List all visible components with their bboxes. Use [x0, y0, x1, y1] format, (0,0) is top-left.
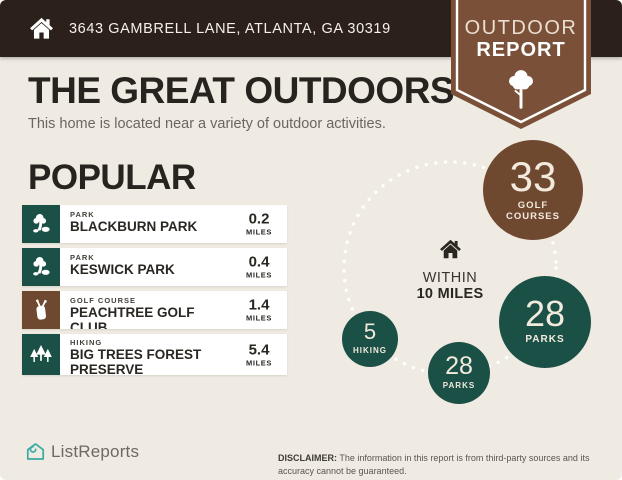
item-distance: 0.4 MILES — [237, 255, 281, 280]
brand-name: ListReports — [51, 441, 140, 461]
item-name: PEACHTREE GOLF CLUB — [70, 305, 195, 329]
property-address: 3643 GAMBRELL LANE, ATLANTA, GA 30319 — [69, 20, 391, 37]
stat-value: 28 — [524, 293, 566, 335]
radius-miles-label: 10 MILES — [416, 286, 484, 302]
brand-logo: ListReports — [25, 441, 139, 462]
distance-value: 1.4 — [248, 296, 270, 314]
stat-bubble-parks-large: 28 PARKS — [499, 276, 591, 368]
home-icon — [30, 17, 53, 39]
disclaimer: DISCLAIMER: The information in this repo… — [278, 452, 616, 477]
tree-icon — [509, 70, 533, 109]
stat-value: 33 — [509, 152, 557, 200]
list-item-keswick-park: PARK KESWICK PARK 0.4 MILES — [22, 248, 287, 286]
stat-bubble-golf-courses: 33 GOLF COURSES — [483, 140, 583, 240]
stat-value: 5 — [363, 319, 377, 345]
item-name: BLACKBURN PARK — [70, 219, 198, 234]
distance-value: 5.4 — [248, 341, 270, 358]
list-item-peachtree-golf-club: GOLF COURSE PEACHTREE GOLF CLUB 1.4 MILE… — [22, 291, 287, 329]
disclaimer-text: The information in this report is from t… — [278, 453, 590, 476]
distance-value: 0.2 — [248, 210, 270, 228]
item-name: BIG TREES FOREST PRESERVE — [70, 347, 202, 375]
pine-trees-icon — [22, 334, 60, 375]
badge-shield-shape — [451, 0, 591, 129]
item-category: HIKING — [70, 338, 103, 347]
item-distance: 5.4 MILES — [237, 342, 281, 367]
item-distance: 1.4 MILES — [237, 298, 281, 323]
distance-unit: MILES — [246, 358, 272, 367]
outdoor-report-badge: OUTDOOR REPORT — [451, 0, 591, 132]
list-item-big-trees-forest-preserve: HIKING BIG TREES FOREST PRESERVE 5.4 MIL… — [22, 334, 287, 375]
page-title: THE GREAT OUTDOORS — [28, 70, 455, 111]
park-icon — [22, 248, 60, 286]
popular-heading: POPULAR — [28, 158, 196, 197]
stat-bubble-hiking: 5 HIKING — [342, 311, 398, 367]
stat-label: PARKS — [442, 381, 476, 391]
page-subtitle: This home is located near a variety of o… — [28, 116, 386, 132]
item-category: PARK — [70, 210, 95, 219]
item-name: KESWICK PARK — [70, 262, 175, 277]
home-icon — [439, 239, 461, 259]
distance-unit: MILES — [246, 227, 272, 237]
stat-label: GOLF COURSES — [506, 199, 560, 223]
distance-value: 0.4 — [248, 253, 270, 271]
distance-unit: MILES — [246, 270, 272, 280]
item-category: GOLF COURSE — [70, 296, 137, 305]
within-label: WITHIN — [422, 270, 478, 286]
stat-label: HIKING — [353, 345, 387, 355]
list-item-blackburn-park: PARK BLACKBURN PARK 0.2 MILES — [22, 205, 287, 243]
stat-bubble-parks-small: 28 PARKS — [428, 342, 490, 404]
stat-value: 28 — [445, 351, 473, 380]
park-icon — [22, 205, 60, 243]
golf-bag-icon — [22, 291, 60, 329]
radius-center-label: WITHIN 10 MILES — [408, 237, 492, 302]
item-distance: 0.2 MILES — [237, 212, 281, 237]
badge-line2: REPORT — [476, 39, 566, 61]
item-category: PARK — [70, 253, 95, 262]
stat-label: PARKS — [525, 334, 565, 346]
distance-unit: MILES — [246, 313, 272, 323]
badge-line1: OUTDOOR — [464, 17, 578, 39]
listreports-house-icon — [26, 443, 45, 460]
disclaimer-label: DISCLAIMER: — [278, 453, 337, 463]
